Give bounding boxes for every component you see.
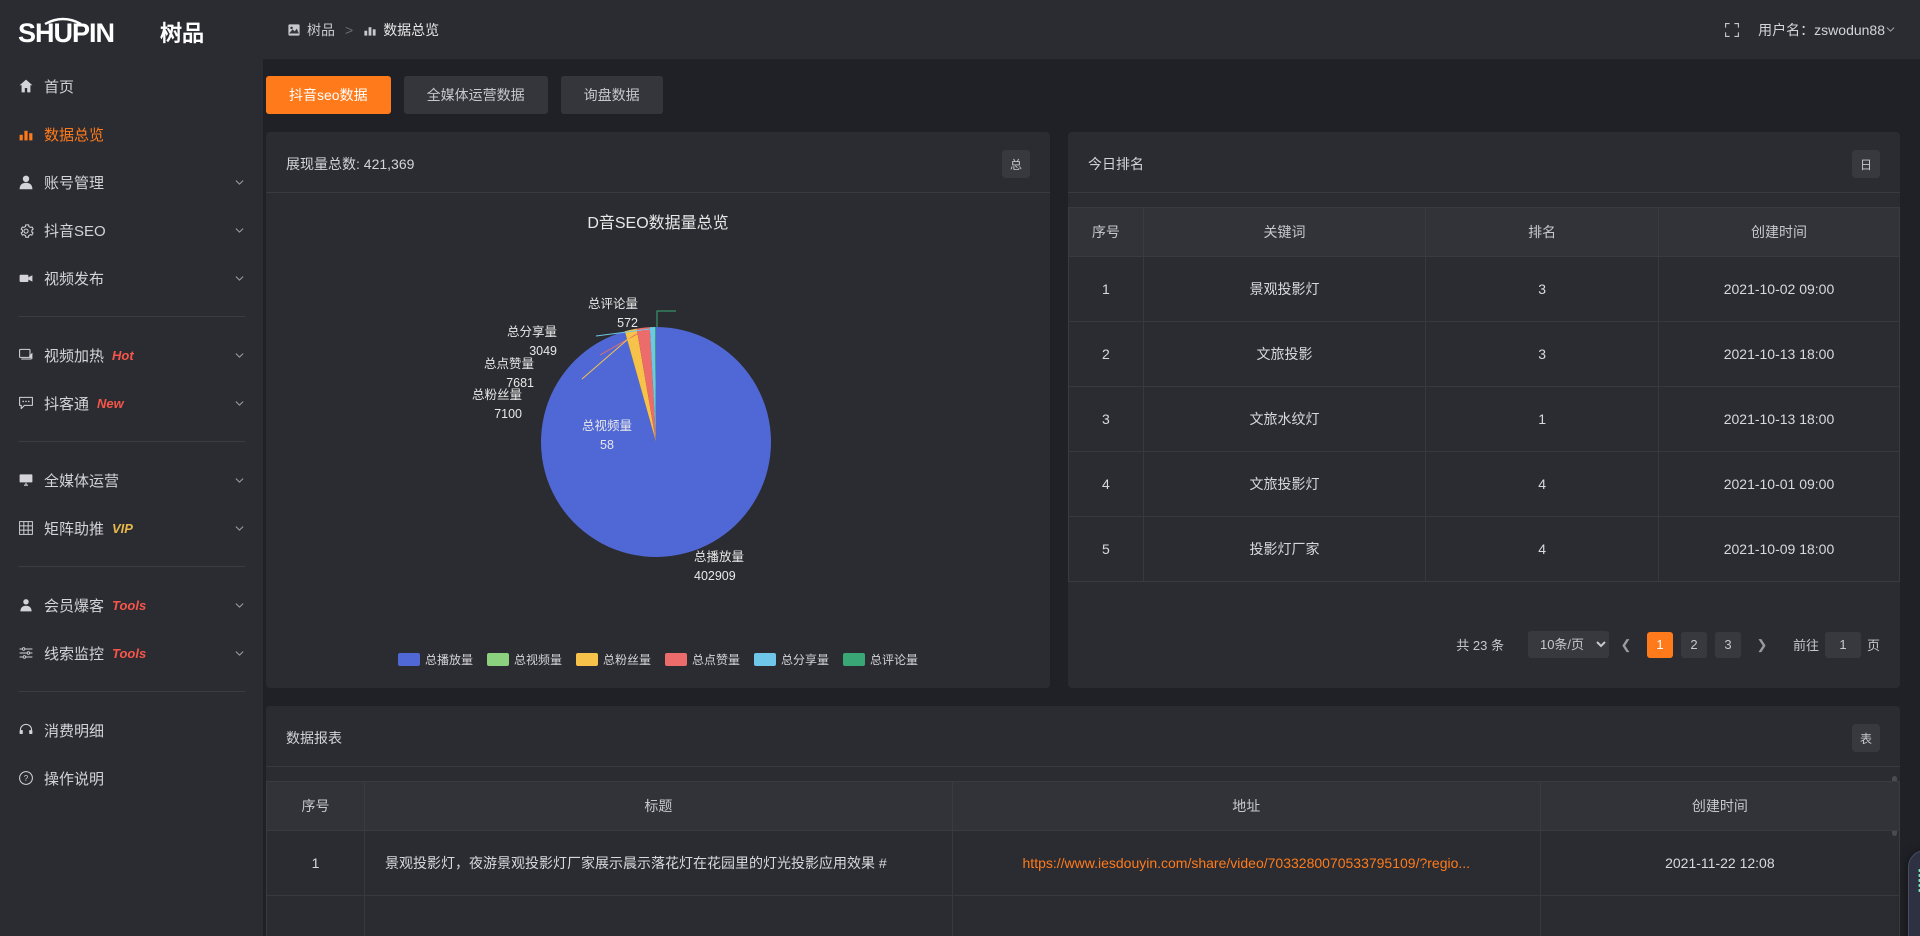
svg-text:SHUPIN: SHUPIN xyxy=(18,18,114,48)
svg-text:?: ? xyxy=(24,774,29,783)
svg-text:树品: 树品 xyxy=(160,21,204,46)
